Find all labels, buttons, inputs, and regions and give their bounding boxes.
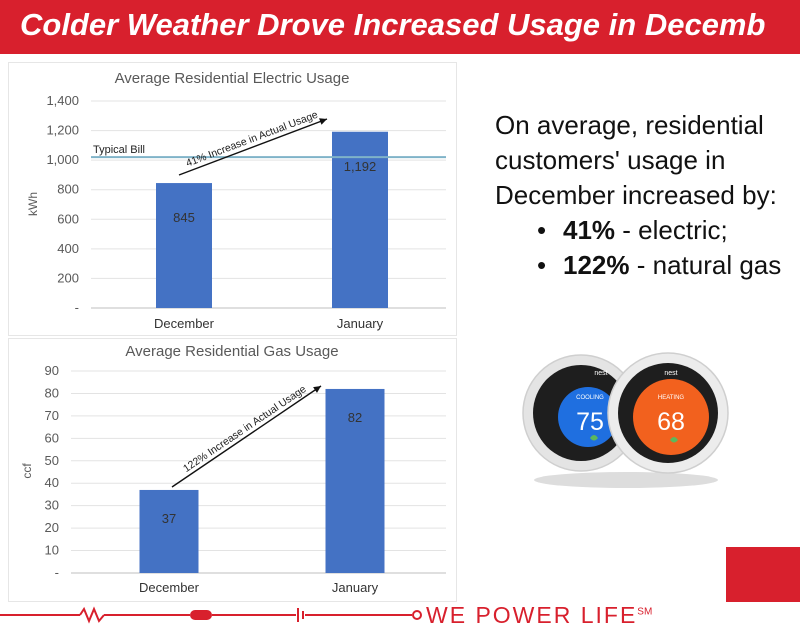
thermostat-heating-icon: HEATING 68 nest (607, 352, 729, 474)
slide-title: Colder Weather Drove Increased Usage in … (20, 7, 766, 42)
service-mark: SM (637, 606, 653, 618)
thermostats-image: COOLING 75 nest HEATING 68 nest (518, 350, 733, 490)
typical-bill-label: Typical Bill (93, 144, 145, 156)
x-category-label: December (154, 316, 215, 331)
y-tick-label: 40 (45, 475, 59, 490)
y-tick-label: 20 (45, 520, 59, 535)
bullet-electric: • 41% - electric; (495, 213, 795, 248)
electric-chart-svg: Average Residential Electric Usage - 200 40… (26, 70, 446, 331)
bar (325, 388, 385, 573)
thermostat-temp: 75 (576, 408, 604, 436)
thermostat-brand: nest (664, 370, 677, 377)
summary-line: December increased by: (495, 180, 777, 210)
arrowhead-icon (313, 386, 321, 393)
electric-usage-chart: Average Residential Electric Usage - 200 40… (8, 62, 457, 336)
thermostat-temp: 68 (657, 408, 685, 436)
y-tick-label: - (75, 300, 79, 315)
bar-data-label: 845 (173, 210, 195, 225)
thermostat-brand: nest (594, 370, 607, 377)
y-tick-label: 1,400 (46, 93, 79, 108)
y-tick-label: 600 (57, 211, 79, 226)
bar-data-label: 82 (348, 410, 362, 425)
y-tick-label: 30 (45, 498, 59, 513)
circuit-icon (0, 604, 424, 626)
x-category-label: December (139, 580, 200, 595)
annotation-arrow (178, 118, 328, 176)
bar-data-label: 37 (162, 511, 176, 526)
y-tick-label: 90 (45, 363, 59, 378)
title-banner: Colder Weather Drove Increased Usage in … (0, 0, 800, 54)
y-tick-label: 80 (45, 385, 59, 400)
x-category-label: January (337, 316, 384, 331)
thermostat-mode: HEATING (658, 395, 685, 401)
chart-title: Average Residential Electric Usage (115, 70, 350, 87)
bullet-gas: • 122% - natural gas (495, 248, 795, 283)
usage-summary: On average, residential customers' usage… (495, 108, 795, 283)
bullet-text: - natural gas (629, 250, 782, 280)
bar (139, 489, 199, 573)
bar (332, 131, 388, 308)
chart-title: Average Residential Gas Usage (125, 343, 338, 360)
bullet-dot-icon: • (537, 250, 547, 280)
footer-tagline: WE POWER LIFESM (426, 602, 652, 629)
y-tick-label: 70 (45, 408, 59, 423)
tagline-text: WE POWER LIFE (426, 602, 638, 628)
y-tick-label: 1,200 (46, 123, 79, 138)
red-accent-block (726, 547, 800, 602)
y-tick-label: 200 (57, 270, 79, 285)
summary-bullet-list: • 41% - electric; • 122% - natural gas (495, 213, 795, 283)
bullet-value: 122% (563, 250, 630, 280)
gas-usage-chart: Average Residential Gas Usage - 10 20 30 40 50… (8, 338, 457, 602)
y-tick-label: 60 (45, 430, 59, 445)
bar (156, 183, 212, 308)
summary-line: On average, residential (495, 110, 764, 140)
x-category-label: January (332, 580, 379, 595)
y-tick-label: 800 (57, 182, 79, 197)
thermostat-mode: COOLING (576, 395, 604, 401)
y-tick-label: 10 (45, 543, 59, 558)
thermostat-cooling-icon: COOLING 75 nest (522, 354, 640, 472)
y-tick-label: - (55, 565, 59, 580)
y-tick-label: 1,000 (46, 152, 79, 167)
y-tick-label: 400 (57, 241, 79, 256)
annotation-arrow (171, 385, 322, 488)
y-tick-label: 50 (45, 453, 59, 468)
summary-line: customers' usage in (495, 145, 726, 175)
bullet-text: - electric; (615, 215, 728, 245)
bullet-value: 41% (563, 215, 616, 245)
bar-data-label: 1,192 (344, 159, 377, 174)
gas-chart-svg: Average Residential Gas Usage - 10 20 30 40 50… (20, 343, 446, 595)
bullet-dot-icon: • (537, 215, 547, 245)
arrowhead-icon (319, 118, 327, 125)
y-axis-label: kWh (26, 192, 40, 216)
y-axis-label: ccf (20, 463, 34, 479)
